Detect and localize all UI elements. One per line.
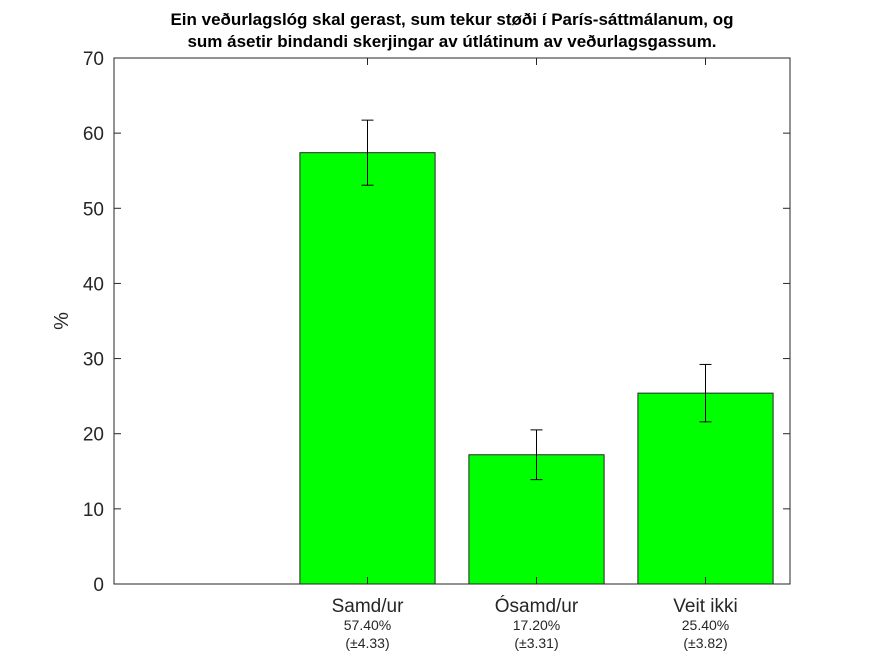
- y-tick-label: 40: [83, 274, 104, 295]
- y-tick-label: 60: [83, 124, 104, 145]
- x-category-error: (±3.31): [514, 635, 558, 651]
- x-category-value: 25.40%: [682, 617, 729, 633]
- plot-frame: [113, 57, 791, 585]
- chart-title-line: Ein veðurlagslóg skal gerast, sum tekur …: [170, 10, 733, 29]
- x-category-label: Ósamd/ur: [495, 595, 579, 617]
- bar: [299, 152, 436, 585]
- y-tick-label: 0: [93, 575, 104, 596]
- y-tick-label: 30: [83, 350, 104, 371]
- chart-title-line: sum ásetir bindandi skerjingar av útláti…: [187, 32, 716, 51]
- bars: [299, 152, 774, 585]
- bar: [637, 392, 774, 585]
- y-tick-label: 10: [83, 500, 104, 521]
- x-category-value: 57.40%: [344, 617, 391, 633]
- error-bars: [361, 119, 712, 481]
- x-category-label: Veit ikki: [673, 596, 737, 617]
- x-category-value: 17.20%: [513, 617, 560, 633]
- y-tick-label: 20: [83, 425, 104, 446]
- chart-title: Ein veðurlagslóg skal gerast, sum tekur …: [170, 10, 733, 51]
- y-tick-label: 50: [83, 199, 104, 220]
- x-category-error: (±3.82): [683, 635, 727, 651]
- y-axis-ticks: 0 10 20 30 40 50 60 70: [83, 49, 790, 596]
- x-category-error: (±4.33): [345, 635, 389, 651]
- x-category-label: Samd/ur: [332, 596, 404, 617]
- y-tick-label: 70: [83, 49, 104, 70]
- y-axis-label: %: [51, 312, 73, 330]
